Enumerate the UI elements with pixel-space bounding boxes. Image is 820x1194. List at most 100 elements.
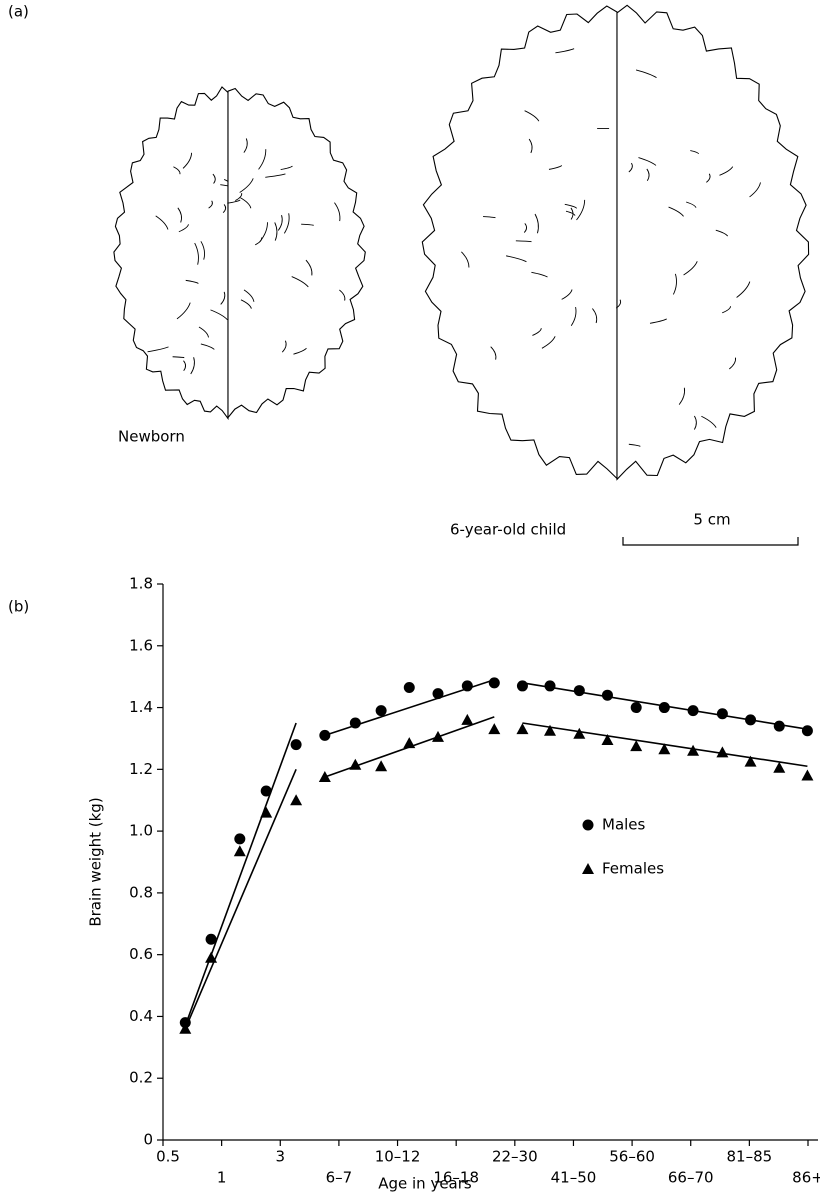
sulcus	[686, 201, 697, 208]
sulcus	[185, 279, 199, 284]
sulcus	[194, 242, 199, 265]
sulcus	[200, 241, 205, 260]
point	[745, 714, 757, 726]
sulcus	[190, 357, 195, 375]
sulcus	[728, 357, 737, 370]
sulcus	[736, 281, 751, 298]
sulcus	[592, 308, 598, 324]
sulcus	[280, 165, 293, 171]
sulcus	[646, 168, 650, 182]
point	[687, 705, 699, 717]
sulcus	[274, 222, 278, 241]
sulcus	[305, 259, 313, 276]
point	[801, 769, 814, 781]
panel-label: (b)	[8, 598, 29, 616]
sulcus	[265, 173, 286, 178]
point	[318, 771, 331, 783]
point	[319, 729, 331, 741]
y-tick-label: 0.2	[129, 1069, 153, 1087]
sulcus	[291, 276, 309, 288]
sulcus	[183, 360, 187, 372]
sulcus	[222, 204, 227, 213]
point	[516, 723, 529, 735]
y-tick-label: 1.2	[129, 760, 153, 778]
sulcus	[483, 216, 496, 219]
sulcus	[239, 178, 254, 193]
sulcus	[490, 346, 497, 360]
legend-label: Females	[602, 860, 664, 878]
point	[801, 725, 813, 737]
point	[375, 705, 387, 717]
y-tick-label: 1.6	[129, 636, 153, 654]
x-tick-label: 0.5	[156, 1148, 180, 1166]
sulcus	[243, 289, 255, 302]
scale-label: 5 cm	[693, 511, 730, 529]
sulcus	[635, 69, 657, 78]
x-tick-label: 1	[217, 1169, 227, 1187]
point	[773, 761, 786, 773]
point	[179, 1017, 191, 1029]
point	[630, 702, 642, 714]
sulcus	[147, 346, 169, 353]
sulcus	[721, 306, 732, 314]
legend-marker	[582, 819, 594, 831]
sulcus	[638, 157, 657, 166]
sulcus	[531, 271, 548, 278]
y-tick-label: 1.8	[129, 575, 153, 593]
point	[205, 951, 218, 963]
sulcus	[173, 166, 181, 175]
sulcus	[523, 223, 527, 233]
sulcus	[258, 149, 267, 170]
x-axis-label: Age in years	[378, 1175, 472, 1193]
sulcus	[200, 343, 215, 350]
sulcus	[176, 302, 191, 320]
brain-caption: 6-year-old child	[450, 521, 566, 539]
legend-marker	[582, 863, 594, 874]
x-tick-label: 10–12	[375, 1148, 421, 1166]
sulcus	[461, 251, 470, 268]
y-tick-label: 1.0	[129, 822, 153, 840]
hemisphere	[421, 5, 618, 480]
y-tick-label: 0.8	[129, 883, 153, 901]
x-tick-label: 81–85	[727, 1148, 773, 1166]
sulcus	[628, 162, 633, 173]
sulcus	[177, 207, 182, 223]
sulcus	[178, 224, 189, 233]
sulcus	[259, 222, 268, 242]
panel-label: (a)	[8, 3, 29, 21]
sulcus	[277, 214, 283, 231]
sulcus	[690, 150, 699, 155]
point	[658, 702, 670, 714]
sulcus	[534, 213, 539, 234]
point	[403, 737, 416, 749]
x-tick-label: 66–70	[668, 1169, 714, 1187]
point	[687, 744, 700, 756]
point	[234, 833, 246, 845]
sulcus	[678, 387, 686, 405]
sulcus	[515, 240, 532, 243]
point	[432, 688, 444, 700]
sulcus	[701, 415, 717, 428]
sulcus	[561, 289, 573, 300]
sulcus	[243, 138, 248, 153]
x-tick-label: 56–60	[609, 1148, 655, 1166]
sulcus	[339, 289, 346, 301]
y-axis-label: Brain weight (kg)	[87, 797, 105, 926]
sulcus	[570, 306, 577, 326]
legend-label: Males	[602, 816, 646, 834]
sulcus	[505, 255, 527, 263]
y-tick-label: 0	[143, 1131, 153, 1149]
sulcus	[301, 223, 314, 226]
sulcus	[649, 318, 667, 324]
point	[544, 724, 556, 736]
x-tick-label: 6–7	[326, 1169, 353, 1187]
sulcus	[334, 202, 341, 222]
brain-drawings	[113, 4, 810, 481]
sulcus	[227, 199, 241, 204]
point	[516, 680, 528, 692]
point	[260, 785, 272, 797]
sulcus	[212, 173, 216, 184]
point	[573, 685, 585, 697]
sulcus	[628, 443, 641, 447]
point	[290, 794, 303, 806]
